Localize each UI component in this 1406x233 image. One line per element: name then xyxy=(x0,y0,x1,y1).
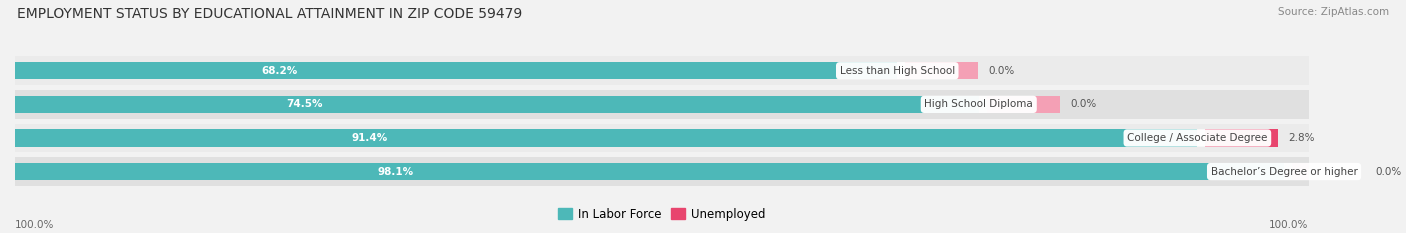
Bar xyxy=(15,56,1309,85)
Bar xyxy=(15,157,1309,186)
Text: 0.0%: 0.0% xyxy=(1375,167,1402,177)
Bar xyxy=(15,96,979,113)
Text: Bachelor’s Degree or higher: Bachelor’s Degree or higher xyxy=(1211,167,1357,177)
Bar xyxy=(1292,163,1365,180)
Text: High School Diploma: High School Diploma xyxy=(924,99,1033,109)
Text: Source: ZipAtlas.com: Source: ZipAtlas.com xyxy=(1278,7,1389,17)
Text: EMPLOYMENT STATUS BY EDUCATIONAL ATTAINMENT IN ZIP CODE 59479: EMPLOYMENT STATUS BY EDUCATIONAL ATTAINM… xyxy=(17,7,522,21)
Text: 91.4%: 91.4% xyxy=(352,133,388,143)
Legend: In Labor Force, Unemployed: In Labor Force, Unemployed xyxy=(554,203,770,226)
Text: 100.0%: 100.0% xyxy=(1270,220,1309,230)
Bar xyxy=(1205,129,1278,147)
Bar xyxy=(987,96,1060,113)
Text: 0.0%: 0.0% xyxy=(988,66,1015,76)
Text: 74.5%: 74.5% xyxy=(285,99,322,109)
Text: College / Associate Degree: College / Associate Degree xyxy=(1128,133,1268,143)
Bar xyxy=(15,129,1198,147)
Text: 68.2%: 68.2% xyxy=(262,66,298,76)
Text: 0.0%: 0.0% xyxy=(1070,99,1097,109)
Bar xyxy=(15,124,1309,152)
Bar xyxy=(905,62,979,79)
Text: 100.0%: 100.0% xyxy=(15,220,55,230)
Text: 2.8%: 2.8% xyxy=(1288,133,1315,143)
Text: 98.1%: 98.1% xyxy=(378,167,413,177)
Bar xyxy=(15,163,1284,180)
Bar xyxy=(15,62,897,79)
Bar xyxy=(15,90,1309,119)
Text: Less than High School: Less than High School xyxy=(839,66,955,76)
